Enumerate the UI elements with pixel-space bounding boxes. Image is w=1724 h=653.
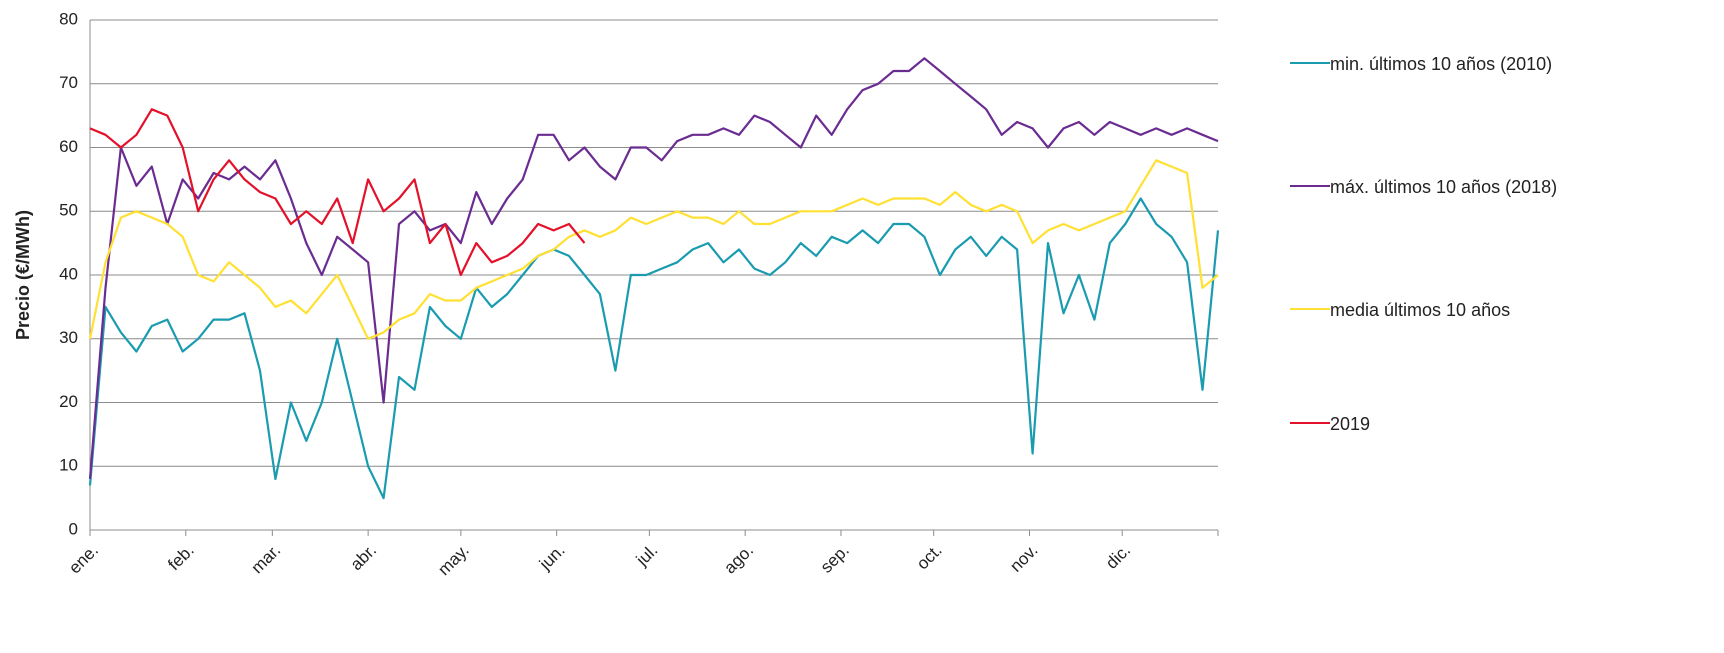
legend-label: 2019 <box>1330 414 1371 434</box>
legend-label: min. últimos 10 años (2010) <box>1330 54 1553 74</box>
x-tick-label: may. <box>434 541 473 580</box>
y-axis-title: Precio (€/MWh) <box>13 210 33 340</box>
x-tick-label: abr. <box>347 541 380 574</box>
legend-item: 2019 <box>1290 412 1560 436</box>
legend-swatch <box>1290 62 1330 64</box>
x-tick-label: jul. <box>632 541 662 571</box>
legend-item: media últimos 10 años <box>1290 298 1560 322</box>
legend-label: máx. últimos 10 años (2018) <box>1330 177 1558 197</box>
x-tick-label: nov. <box>1006 541 1041 576</box>
y-tick-label: 70 <box>59 73 78 92</box>
series-line <box>88 57 1219 480</box>
x-tick-label: dic. <box>1102 541 1134 573</box>
y-tick-label: 20 <box>59 392 78 411</box>
legend-item: min. últimos 10 años (2010) <box>1290 52 1560 76</box>
y-tick-label: 80 <box>59 9 78 28</box>
legend-item: máx. últimos 10 años (2018) <box>1290 175 1560 199</box>
series-line <box>89 108 586 277</box>
legend-swatch <box>1290 422 1330 424</box>
legend-swatch <box>1290 185 1330 187</box>
y-tick-label: 30 <box>59 328 78 347</box>
y-tick-label: 40 <box>59 264 78 283</box>
x-tick-label: sep. <box>817 541 853 577</box>
x-tick-label: ago. <box>720 541 757 578</box>
y-tick-label: 50 <box>59 201 78 220</box>
x-tick-label: mar. <box>248 541 285 578</box>
y-tick-label: 10 <box>59 456 78 475</box>
y-tick-label: 0 <box>69 519 78 538</box>
x-tick-label: oct. <box>913 541 946 574</box>
x-tick-label: jun. <box>535 541 569 575</box>
y-tick-label: 60 <box>59 137 78 156</box>
legend-swatch <box>1290 308 1330 310</box>
x-tick-label: ene. <box>65 541 102 578</box>
series-line <box>88 197 1220 500</box>
legend-label: media últimos 10 años <box>1330 300 1511 320</box>
series-line <box>88 159 1219 340</box>
x-tick-label: feb. <box>164 541 197 574</box>
